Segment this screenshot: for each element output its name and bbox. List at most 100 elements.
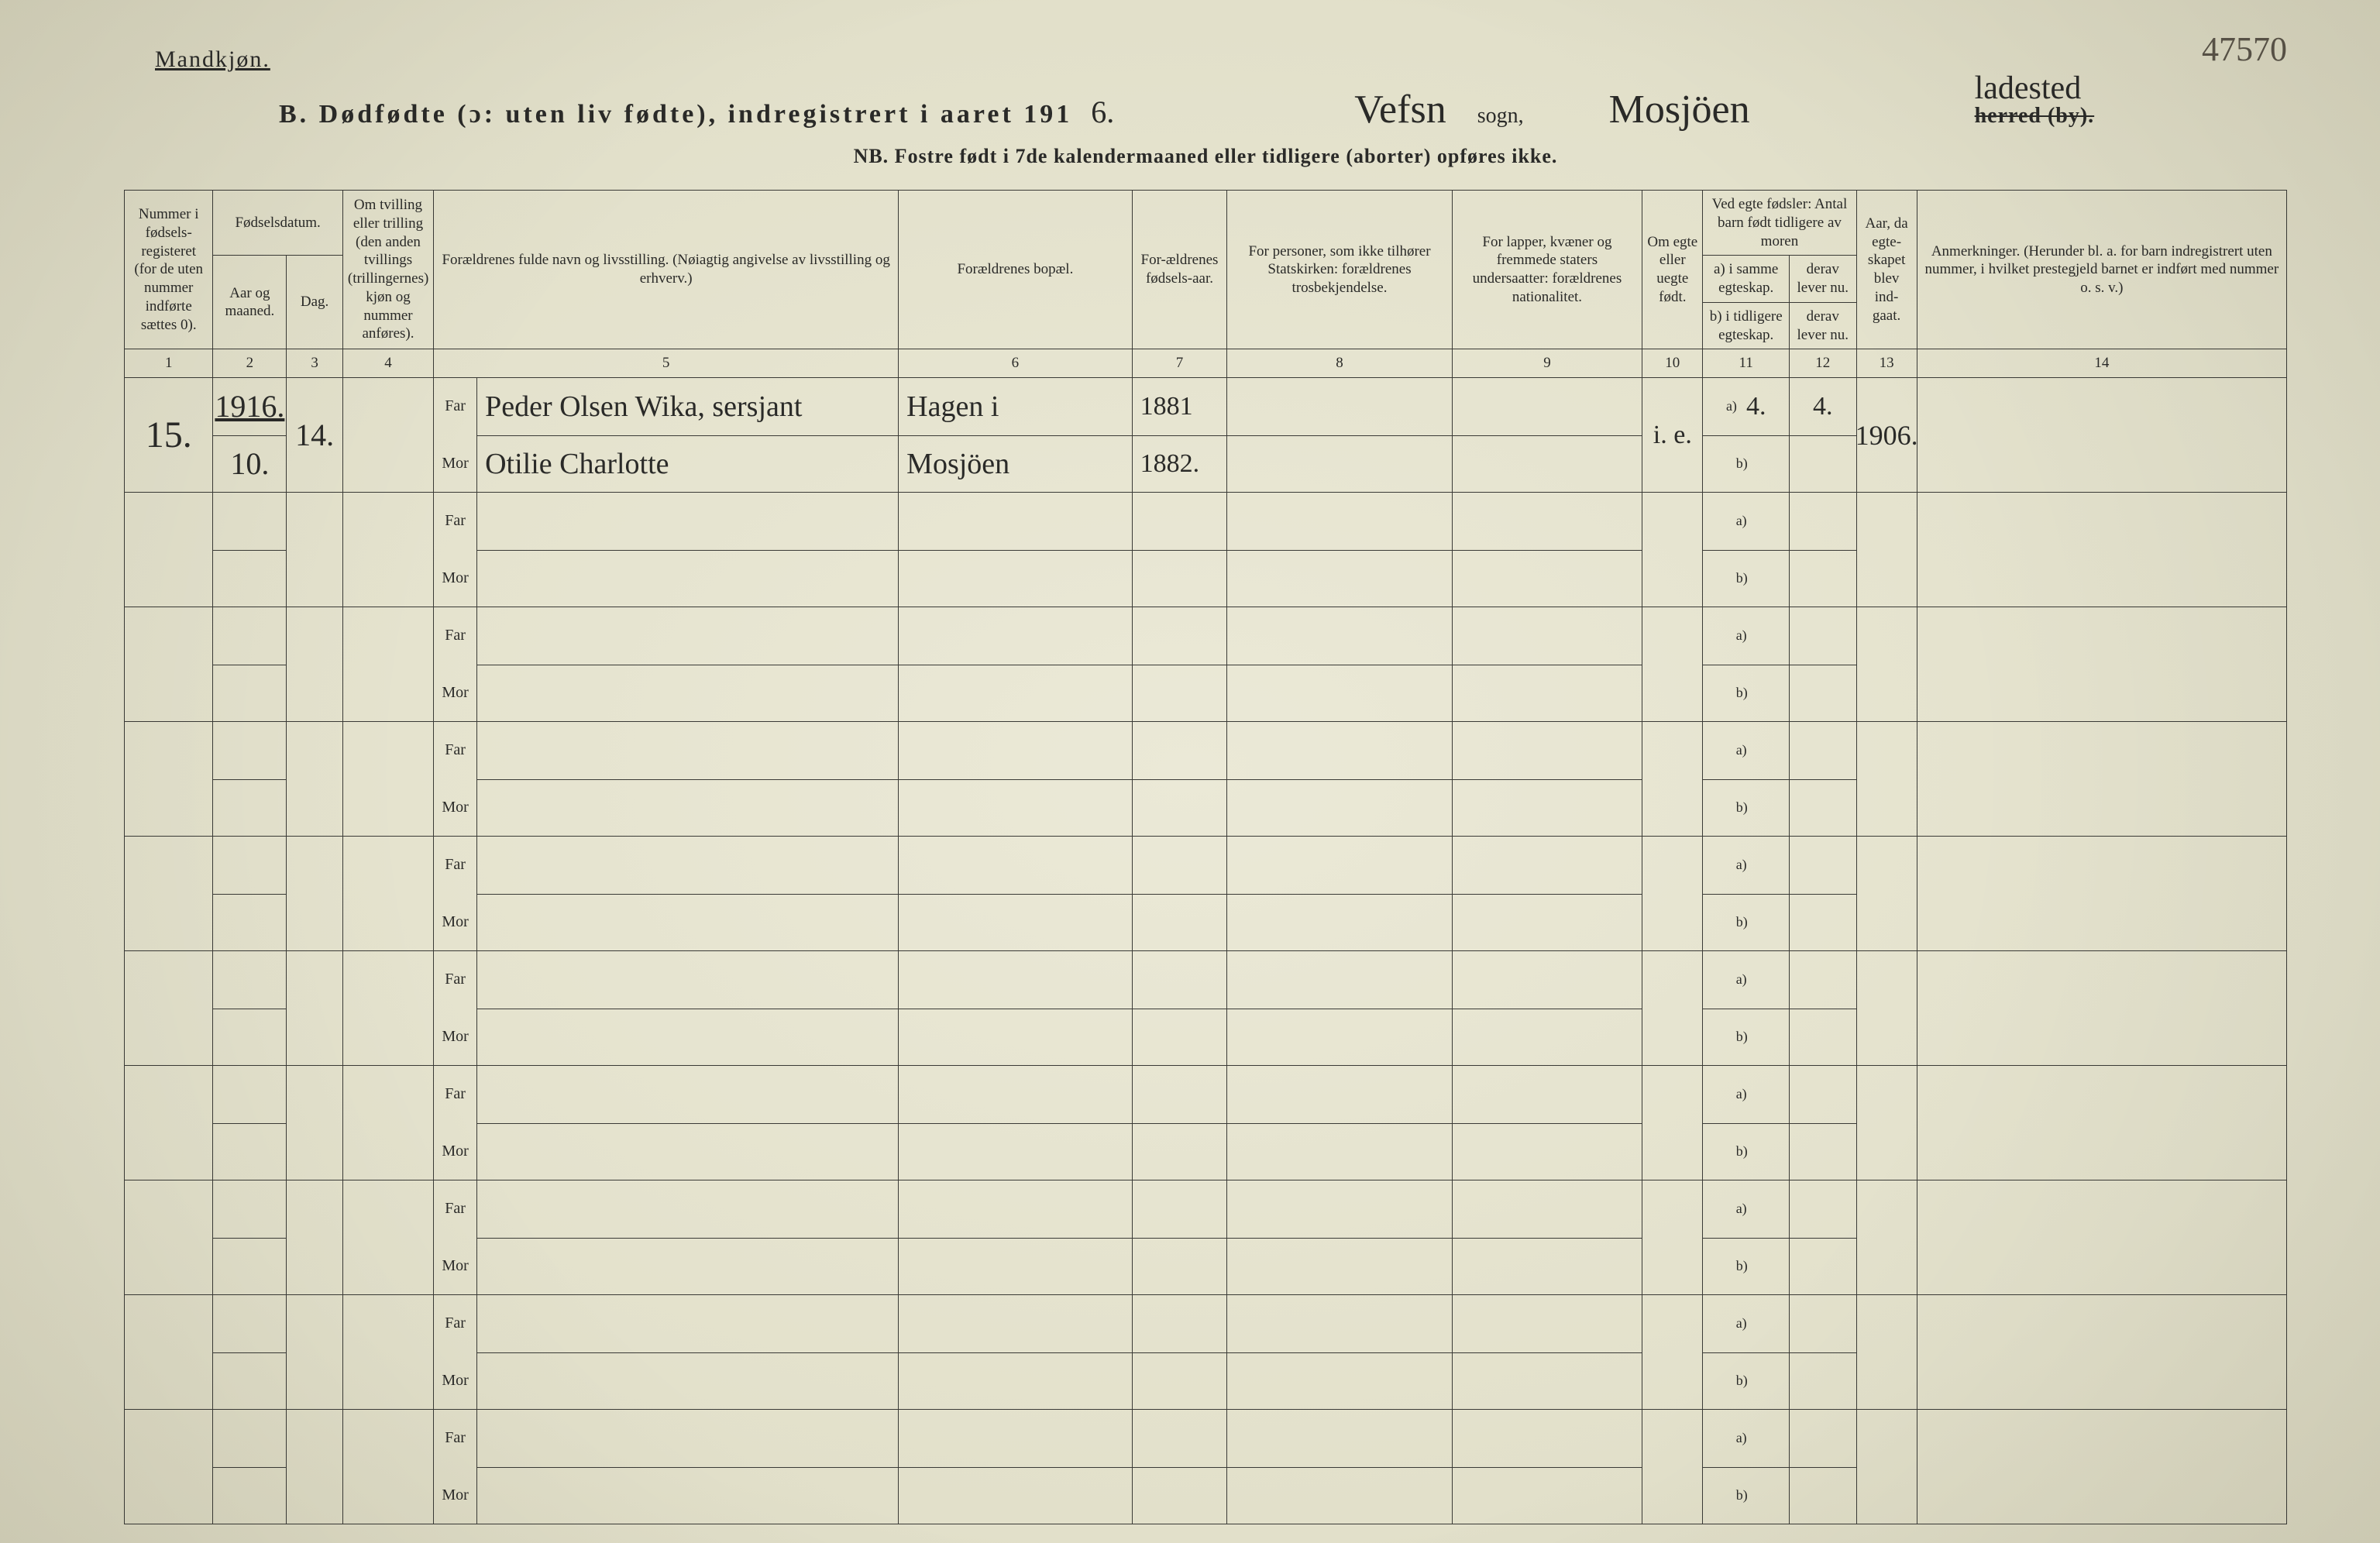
- marriage-year: [1856, 1295, 1917, 1410]
- date-day: [287, 1180, 343, 1295]
- gender-heading: Mandkjøn.: [155, 46, 2287, 73]
- ladested-handwritten: ladested: [1975, 70, 2082, 107]
- legitimate: [1642, 837, 1703, 951]
- date-day: [287, 1295, 343, 1410]
- twin-info: [342, 837, 433, 951]
- entry-number: [125, 1066, 213, 1180]
- twin-info: [342, 1410, 433, 1524]
- parents-residence: [899, 1180, 1132, 1295]
- remarks: [1917, 837, 2286, 951]
- date-day: [287, 722, 343, 837]
- parents-names: FarMor: [434, 1295, 899, 1410]
- parents-names: FarMor: [434, 1180, 899, 1295]
- remarks: [1917, 1295, 2286, 1410]
- year-handwritten: 6.: [1091, 94, 1114, 130]
- marriage-year: [1856, 493, 1917, 607]
- religion: [1227, 1180, 1452, 1295]
- parents-names: FarMor: [434, 607, 899, 722]
- religion: [1227, 1295, 1452, 1410]
- parents-birthyear: [1132, 1180, 1227, 1295]
- colnum: 8: [1227, 349, 1452, 378]
- hdr-col11a: a) i samme egteskap.: [1703, 256, 1790, 303]
- entry-number: [125, 1180, 213, 1295]
- prior-children: a) b): [1703, 1295, 1790, 1410]
- remarks: [1917, 378, 2286, 493]
- nationality: [1452, 378, 1642, 493]
- surviving-children: [1790, 1066, 1857, 1180]
- parents-birthyear: [1132, 951, 1227, 1066]
- nationality: [1452, 951, 1642, 1066]
- legitimate: [1642, 1295, 1703, 1410]
- table-row: FarMor a) b): [125, 1410, 2287, 1524]
- parents-birthyear: [1132, 493, 1227, 607]
- hdr-col4: Om tvilling eller trilling (den anden tv…: [342, 191, 433, 349]
- colnum: 6: [899, 349, 1132, 378]
- religion: [1227, 493, 1452, 607]
- surviving-children: 4.: [1790, 378, 1857, 493]
- parents-residence: [899, 1410, 1132, 1524]
- date-day: [287, 837, 343, 951]
- parents-residence: [899, 1066, 1132, 1180]
- hdr-col12a: derav lever nu.: [1790, 256, 1857, 303]
- entry-number: [125, 493, 213, 607]
- nationality: [1452, 1410, 1642, 1524]
- parents-names: FarMor Peder Olsen Wika, sersjant Otilie…: [434, 378, 899, 493]
- prior-children: a) b): [1703, 951, 1790, 1066]
- parents-birthyear: [1132, 722, 1227, 837]
- parents-birthyear: [1132, 607, 1227, 722]
- entry-number: 15.: [125, 378, 213, 493]
- remarks: [1917, 493, 2286, 607]
- date-day: [287, 493, 343, 607]
- colnum: 2: [213, 349, 287, 378]
- prior-children: a) b): [1703, 837, 1790, 951]
- nationality: [1452, 1066, 1642, 1180]
- marriage-year: [1856, 1410, 1917, 1524]
- parents-residence: [899, 1295, 1132, 1410]
- parents-names: FarMor: [434, 722, 899, 837]
- religion: [1227, 378, 1452, 493]
- table-row: FarMor a) b): [125, 1295, 2287, 1410]
- hdr-col13: Aar, da egte-skapet blev ind-gaat.: [1856, 191, 1917, 349]
- date-year-month: [213, 1295, 287, 1410]
- table-row: FarMor a) b): [125, 722, 2287, 837]
- parents-residence: [899, 607, 1132, 722]
- table-head: Nummer i fødsels-registeret (for de uten…: [125, 191, 2287, 378]
- legitimate: [1642, 1410, 1703, 1524]
- legitimate: i. e.: [1642, 378, 1703, 493]
- parents-residence: [899, 722, 1132, 837]
- prior-children: a) b): [1703, 722, 1790, 837]
- hdr-col2: Aar og maaned.: [213, 256, 287, 349]
- date-year-month: 1916. 10.: [213, 378, 287, 493]
- parents-names: FarMor: [434, 837, 899, 951]
- colnum: 12: [1790, 349, 1857, 378]
- twin-info: [342, 722, 433, 837]
- colnum: 4: [342, 349, 433, 378]
- table-row: FarMor a) b): [125, 951, 2287, 1066]
- legitimate: [1642, 722, 1703, 837]
- hdr-col14: Anmerkninger. (Herunder bl. a. for barn …: [1917, 191, 2286, 349]
- parents-birthyear: [1132, 1410, 1227, 1524]
- parents-names: FarMor: [434, 1066, 899, 1180]
- parents-birthyear: [1132, 837, 1227, 951]
- nationality: [1452, 722, 1642, 837]
- title-row: B. Dødfødte (ɔ: uten liv fødte), indregi…: [279, 87, 2287, 132]
- surviving-children: [1790, 951, 1857, 1066]
- marriage-year: [1856, 607, 1917, 722]
- nationality: [1452, 607, 1642, 722]
- date-year-month: [213, 1410, 287, 1524]
- surviving-children: [1790, 1295, 1857, 1410]
- colnum: 9: [1452, 349, 1642, 378]
- entry-number: [125, 1295, 213, 1410]
- religion: [1227, 722, 1452, 837]
- surviving-children: [1790, 493, 1857, 607]
- ledger-table: Nummer i fødsels-registeret (for de uten…: [124, 190, 2287, 1524]
- table-row: 15. 1916. 10. 14. FarMor Peder Olsen Wik…: [125, 378, 2287, 493]
- place-handwritten: Mosjöen: [1609, 87, 1750, 132]
- surviving-children: [1790, 837, 1857, 951]
- herred-label-struck: herred (by).: [1975, 104, 2095, 128]
- colnum: 10: [1642, 349, 1703, 378]
- religion: [1227, 607, 1452, 722]
- remarks: [1917, 607, 2286, 722]
- table-row: FarMor a) b): [125, 1180, 2287, 1295]
- table-row: FarMor a) b): [125, 493, 2287, 607]
